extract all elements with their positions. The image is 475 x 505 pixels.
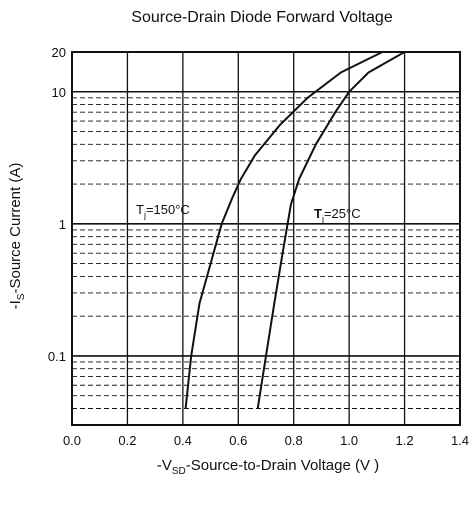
y-axis-label-sub: S [16, 293, 27, 300]
x-tick-label-1: 0.2 [118, 433, 136, 448]
annotation-tj-150-sub: j [143, 210, 146, 220]
annotation-tj-150-prefix: T [136, 202, 144, 217]
y-axis-label-suffix: -Source Current (A) [7, 163, 24, 294]
y-tick-label-1: 1 [59, 217, 66, 232]
grid [72, 52, 460, 425]
x-axis-label-prefix: -V [157, 457, 172, 474]
chart-title: Source-Drain Diode Forward Voltage [131, 9, 393, 26]
annotation-tj-25-sub: j [321, 214, 324, 224]
annotation-tj-25: Tj=25°C [314, 206, 361, 224]
x-tick-label-0: 0.0 [63, 433, 81, 448]
y-tick-label-2: 10 [52, 85, 66, 100]
x-tick-label-5: 1.0 [340, 433, 358, 448]
x-axis-label: -VSD-Source-to-Drain Voltage (V ) [157, 457, 379, 477]
annotation-tj-25-prefix: T [314, 206, 322, 221]
y-tick-labels: 0.1 1 10 20 [48, 45, 66, 364]
x-tick-labels: 0.0 0.2 0.4 0.6 0.8 1.0 1.2 1.4 [63, 433, 469, 448]
x-tick-label-6: 1.2 [396, 433, 414, 448]
y-tick-label-3: 20 [52, 45, 66, 60]
annotation-tj-150-suffix: =150°C [146, 202, 190, 217]
y-tick-label-0: 0.1 [48, 349, 66, 364]
y-axis-label-prefix: -I [7, 300, 24, 309]
x-tick-label-3: 0.6 [229, 433, 247, 448]
series-line-0 [184, 51, 383, 409]
plot-frame [71, 51, 461, 426]
annotation-tj-25-suffix: =25°C [324, 206, 361, 221]
y-axis-label: -IS-Source Current (A) [7, 163, 27, 310]
x-axis-label-sub: SD [172, 466, 186, 477]
x-tick-label-4: 0.8 [285, 433, 303, 448]
annotation-tj-150: Tj=150°C [136, 202, 190, 220]
x-tick-label-2: 0.4 [174, 433, 192, 448]
x-axis-label-suffix: -Source-to-Drain Voltage (V ) [186, 457, 379, 474]
x-tick-label-7: 1.4 [451, 433, 469, 448]
series-group [184, 51, 406, 409]
series-line-1 [256, 51, 406, 409]
